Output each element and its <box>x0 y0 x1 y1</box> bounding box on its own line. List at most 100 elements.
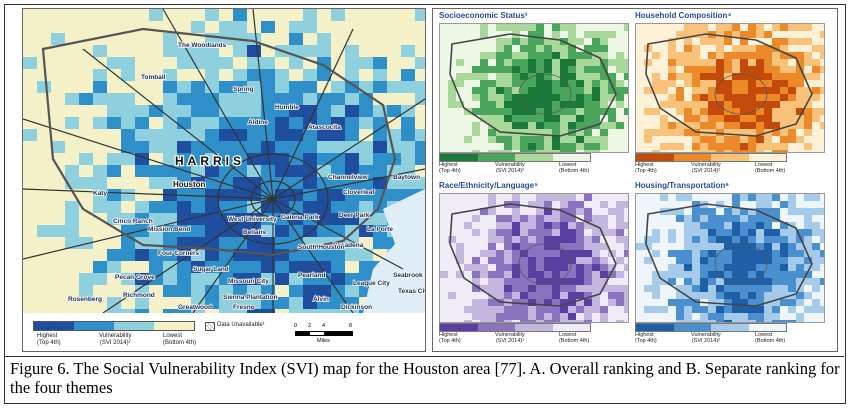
tract-cell <box>275 117 290 130</box>
tract-cell <box>359 57 374 70</box>
tract-cell <box>121 201 136 214</box>
tract-cell <box>93 81 108 94</box>
scale-tick-8: 8 <box>349 323 353 329</box>
tract-cell <box>219 165 234 178</box>
tract-cell <box>373 141 388 154</box>
tract-cell <box>317 21 332 34</box>
tract-cell <box>121 57 136 70</box>
tract-cell <box>289 309 304 313</box>
tract-cell <box>51 261 66 274</box>
tract-cell <box>65 105 80 118</box>
legend-lowest: Lowest (Bottom 4th) <box>163 333 197 346</box>
tract-cell <box>177 69 192 82</box>
tract-cell <box>275 129 290 142</box>
tract-cell <box>219 105 234 118</box>
tract-cell <box>177 309 192 313</box>
tract-cell <box>177 297 192 310</box>
tract-cell <box>149 93 164 106</box>
tract-cell <box>401 153 416 166</box>
tract-cell <box>93 177 108 190</box>
tract-cell <box>247 105 262 118</box>
tract-cell <box>247 21 262 34</box>
place-label: Seabrook <box>393 272 423 279</box>
tract-cell <box>317 201 332 214</box>
tract-cell <box>37 261 52 274</box>
tract-cell <box>359 105 374 118</box>
tract-cell <box>247 93 262 106</box>
theme-legend-lowest: Lowest (Bottom 4th) <box>755 162 786 174</box>
tract-cell <box>191 285 206 298</box>
tract-cell <box>247 261 262 274</box>
tract-cell <box>177 213 192 226</box>
tract-cell <box>23 285 38 298</box>
tract-cell <box>93 225 108 238</box>
tract-cell <box>261 69 276 82</box>
tract-cell <box>359 9 374 22</box>
tract-cell <box>387 177 402 190</box>
tract-cell <box>135 105 150 118</box>
tract-cell <box>23 237 38 250</box>
tract-cell <box>233 9 248 22</box>
tract-cell <box>135 69 150 82</box>
theme-map-image <box>439 193 629 323</box>
tract-cell <box>107 177 122 190</box>
place-label: Greatwood <box>178 304 212 311</box>
tract-cell <box>23 45 38 58</box>
tract-cell <box>23 177 38 190</box>
tract-cell <box>177 21 192 34</box>
tract-cell <box>51 33 66 46</box>
tract-cell <box>149 33 164 46</box>
tract-cell <box>51 45 66 58</box>
tract-cell <box>23 81 38 94</box>
tract-cell <box>303 273 318 286</box>
tract-cell <box>415 141 425 154</box>
tract-cell <box>345 249 360 262</box>
tract-cell <box>303 141 318 154</box>
place-label: Sugar Land <box>193 266 229 273</box>
tract-cell <box>177 153 192 166</box>
tract-cell <box>121 69 136 82</box>
tract-cell <box>177 33 192 46</box>
tract-cell <box>65 273 80 286</box>
tract-cell <box>149 57 164 70</box>
tract-cell <box>65 21 80 34</box>
tract-cell <box>261 21 276 34</box>
tract-cell <box>163 105 178 118</box>
tract-cell <box>135 261 150 274</box>
tract-cell <box>261 141 276 154</box>
tract-cell <box>79 165 94 178</box>
tract-cell <box>121 297 136 310</box>
tract-cell <box>23 273 38 286</box>
tract-cell <box>177 45 192 58</box>
place-label: West University <box>228 216 277 223</box>
tract-cell <box>261 9 276 22</box>
tract-cell <box>149 249 164 262</box>
tract-cell <box>415 81 425 94</box>
tract-cell <box>317 81 332 94</box>
tract-cell <box>149 129 164 142</box>
place-label: Tomball <box>141 74 166 81</box>
tract-cell <box>79 117 94 130</box>
tract-cell <box>135 93 150 106</box>
tract-cell <box>205 129 220 142</box>
tract-cell <box>415 129 425 142</box>
tract-cell <box>373 45 388 58</box>
tract-cell <box>387 117 402 130</box>
tract-cell <box>93 153 108 166</box>
tract-cell <box>149 285 164 298</box>
tract-cell <box>51 9 66 22</box>
tract-cell <box>163 225 178 238</box>
tract-cell <box>205 213 220 226</box>
tract-cell <box>65 261 80 274</box>
tract-cell <box>65 45 80 58</box>
tract-cell <box>261 261 276 274</box>
tract-cell <box>247 297 262 310</box>
tract-cell <box>359 117 374 130</box>
tract-cell <box>401 117 416 130</box>
tract-cell <box>121 105 136 118</box>
tract-cell <box>65 57 80 70</box>
tract-cell <box>107 285 122 298</box>
tract-cell <box>275 201 290 214</box>
tract-cell <box>149 273 164 286</box>
tract-cell <box>51 237 66 250</box>
